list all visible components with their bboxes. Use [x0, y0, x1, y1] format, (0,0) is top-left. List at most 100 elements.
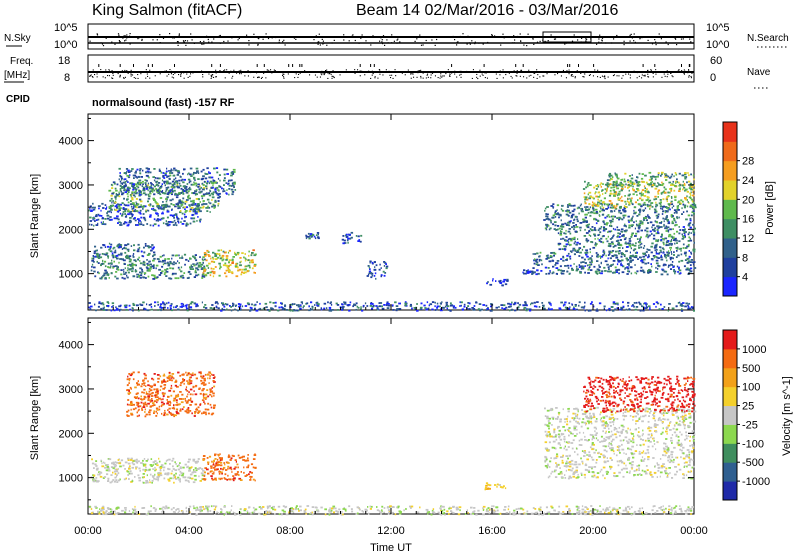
heatmap-cell	[135, 189, 137, 192]
freq-sample	[224, 69, 226, 71]
heatmap-cell	[97, 262, 100, 264]
heatmap-cell	[128, 478, 130, 480]
heatmap-cell	[118, 178, 120, 181]
heatmap-cell	[612, 235, 614, 238]
heatmap-cell	[118, 203, 121, 206]
heatmap-cell	[612, 255, 614, 258]
heatmap-cell	[692, 174, 695, 177]
heatmap-cell	[650, 245, 653, 248]
heatmap-cell	[117, 468, 119, 470]
freq-sample	[247, 70, 249, 72]
heatmap-cell	[614, 266, 617, 269]
heatmap-cell	[627, 267, 630, 270]
heatmap-cell	[679, 187, 681, 190]
heatmap-cell	[179, 467, 182, 470]
heatmap-cell	[468, 308, 471, 310]
heatmap-cell	[618, 211, 620, 214]
heatmap-cell	[612, 271, 615, 274]
heatmap-cell	[599, 202, 602, 205]
heatmap-cell	[223, 168, 226, 171]
heatmap-cell	[592, 201, 594, 204]
heatmap-cell	[665, 179, 668, 181]
heatmap-cell	[584, 208, 587, 210]
heatmap-cell	[147, 175, 149, 178]
heatmap-cell	[97, 213, 100, 216]
freq-sample	[546, 73, 548, 75]
heatmap-cell	[141, 180, 144, 183]
heatmap-cell	[614, 206, 617, 209]
heatmap-cell	[242, 272, 245, 274]
heatmap-cell	[181, 212, 184, 215]
heatmap-cell	[617, 239, 620, 242]
heatmap-cell	[409, 305, 413, 307]
heatmap-cell	[116, 481, 119, 483]
heatmap-cell	[207, 251, 210, 253]
freq-sample	[449, 74, 451, 76]
heatmap-cell	[602, 249, 605, 252]
heatmap-cell	[178, 474, 181, 476]
heatmap-cell	[646, 196, 649, 198]
heatmap-cell	[202, 175, 205, 178]
heatmap-cell	[278, 306, 281, 309]
heatmap-cell	[660, 239, 663, 241]
heatmap-cell	[404, 302, 407, 305]
heatmap-cell	[681, 308, 683, 310]
heatmap-cell	[503, 307, 506, 310]
heatmap-cell	[91, 259, 94, 262]
heatmap-cell	[116, 307, 118, 310]
heatmap-cell	[214, 188, 217, 191]
heatmap-cell	[123, 189, 126, 192]
heatmap-cell	[201, 188, 205, 191]
heatmap-cell	[193, 302, 197, 305]
heatmap-cell	[164, 262, 167, 265]
nsky-sample	[629, 40, 631, 42]
heatmap-cell	[349, 237, 352, 240]
heatmap-cell	[585, 186, 587, 189]
heatmap-cell	[557, 232, 560, 235]
heatmap-cell	[130, 457, 132, 460]
freq-sample	[690, 77, 692, 79]
heatmap-cell	[199, 265, 202, 268]
nsky-sample	[647, 39, 649, 41]
heatmap-cell	[586, 255, 589, 258]
station-title: King Salmon (fitACF)	[92, 2, 242, 19]
nsky-sample	[491, 34, 493, 36]
heatmap-cell	[159, 306, 162, 308]
heatmap-cell	[571, 237, 575, 240]
heatmap-cell	[182, 466, 185, 469]
heatmap-cell	[114, 476, 117, 479]
heatmap-cell	[564, 265, 567, 267]
heatmap-cell	[623, 255, 626, 257]
heatmap-cell	[536, 261, 539, 264]
nsky-sample	[580, 41, 582, 43]
heatmap-cell	[169, 190, 172, 193]
heatmap-cell	[630, 234, 633, 236]
heatmap-cell	[380, 267, 382, 269]
heatmap-cell	[686, 190, 689, 193]
heatmap-cell	[239, 264, 242, 267]
heatmap-cell	[135, 176, 138, 178]
heatmap-cell	[660, 254, 662, 257]
heatmap-cell	[274, 301, 277, 304]
heatmap-cell	[680, 310, 684, 312]
heatmap-cell	[676, 242, 678, 244]
heatmap-cell	[557, 225, 560, 227]
heatmap-cell	[682, 235, 685, 238]
heatmap-cell	[112, 461, 115, 464]
heatmap-cell	[114, 201, 117, 204]
heatmap-cell	[630, 218, 633, 221]
freq-sample	[215, 76, 217, 78]
heatmap-cell	[553, 252, 557, 255]
heatmap-cell	[180, 276, 182, 279]
heatmap-cell	[647, 191, 650, 194]
nsky-sample	[119, 41, 121, 43]
heatmap-cell	[331, 309, 334, 311]
nsky-sample	[246, 34, 248, 36]
heatmap-cell	[662, 264, 665, 267]
heatmap-cell	[450, 304, 453, 307]
heatmap-cell	[631, 225, 633, 228]
heatmap-cell	[145, 480, 148, 482]
heatmap-cell	[555, 272, 558, 275]
heatmap-cell	[612, 182, 614, 185]
heatmap-cell	[618, 216, 621, 219]
